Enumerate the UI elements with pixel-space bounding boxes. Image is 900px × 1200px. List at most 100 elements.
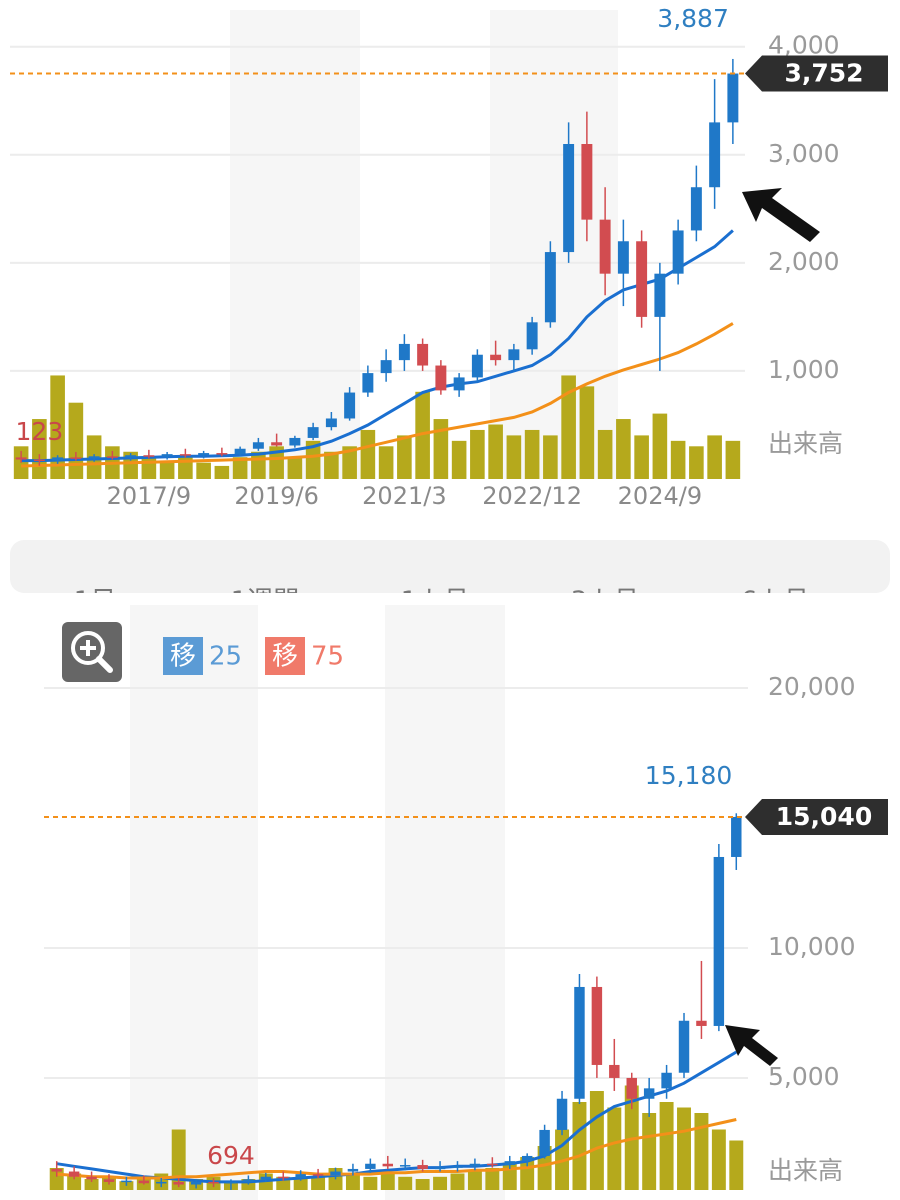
candle-body xyxy=(208,1181,219,1184)
candle-body xyxy=(556,1098,568,1130)
volume-bar xyxy=(67,1173,82,1190)
candle-body xyxy=(68,1171,80,1177)
min-label: 123 xyxy=(16,417,64,446)
candle-body xyxy=(70,457,82,459)
tab-label[interactable]: 1カ月 xyxy=(401,587,470,617)
candle-body xyxy=(52,457,64,461)
volume-bar xyxy=(543,435,558,479)
candle-body xyxy=(234,448,246,455)
volume-bar xyxy=(141,457,157,479)
candle-body xyxy=(626,1077,637,1099)
volume-bar xyxy=(488,424,503,479)
zoom-button[interactable] xyxy=(62,622,122,682)
volume-bar xyxy=(397,435,412,479)
volume-bar xyxy=(450,1173,465,1190)
tab-bar[interactable] xyxy=(10,540,890,593)
price-tag xyxy=(745,55,888,92)
candle-body xyxy=(344,392,356,419)
candle-body xyxy=(591,986,603,1065)
y-tick-label: 4,000 xyxy=(768,31,840,60)
y-tick-label: 3,000 xyxy=(768,139,840,168)
volume-bar xyxy=(485,1168,500,1190)
volume-bar xyxy=(694,1113,709,1190)
volume-bar xyxy=(293,1179,308,1190)
volume-bar xyxy=(398,1176,413,1190)
tab-label[interactable]: 3カ月 xyxy=(571,587,640,617)
candle-body xyxy=(307,427,319,438)
tab-label[interactable]: 1週間 xyxy=(231,587,300,617)
min-label: 694 xyxy=(207,1141,255,1170)
candle-body xyxy=(434,1167,446,1170)
candle-body xyxy=(216,453,228,455)
volume-bar xyxy=(607,1107,622,1190)
candle-body xyxy=(190,1181,202,1185)
arrow-annotation xyxy=(725,188,820,1066)
period-band xyxy=(490,10,618,479)
candle-body xyxy=(471,354,483,378)
volume-bar xyxy=(196,462,211,479)
tab-label[interactable]: 6カ月 xyxy=(741,587,810,617)
period-band xyxy=(230,10,360,479)
legend-badge xyxy=(163,637,203,675)
candle-body xyxy=(161,454,173,457)
volume-bar xyxy=(597,429,613,479)
candle-body xyxy=(347,1168,359,1172)
candle-body xyxy=(398,343,410,361)
candle-body xyxy=(539,1129,550,1156)
tab-label[interactable]: 1日 xyxy=(74,587,117,617)
candle-body xyxy=(33,459,45,462)
candle-body xyxy=(252,442,264,449)
candle-body xyxy=(243,1179,254,1182)
volume-bar xyxy=(572,1102,587,1190)
volume-bar xyxy=(729,1140,744,1190)
volume-bar xyxy=(506,435,522,479)
candle-body xyxy=(125,455,137,458)
candle-body xyxy=(289,437,301,446)
volume-bar xyxy=(287,457,303,479)
volume-bar xyxy=(68,402,84,479)
volume-bar xyxy=(634,435,649,479)
candle-body xyxy=(173,1181,184,1185)
candle-body xyxy=(727,73,739,123)
volume-bar xyxy=(232,457,248,479)
candle-body xyxy=(365,1163,376,1169)
volume-bar xyxy=(677,1107,691,1190)
candle-body xyxy=(617,241,629,274)
period-band xyxy=(385,605,505,1200)
volume-bar xyxy=(159,462,175,479)
x-tick-label: 2024/9 xyxy=(618,482,702,510)
volume-bar xyxy=(214,465,230,479)
max-label: 15,180 xyxy=(645,761,732,790)
volume-bar xyxy=(415,391,430,479)
volume-bar xyxy=(324,451,339,479)
legend-label: 75 xyxy=(311,642,344,672)
volume-bar xyxy=(415,1179,430,1190)
volume-bar xyxy=(520,1157,535,1190)
candle-body xyxy=(563,144,575,253)
legend-badge xyxy=(265,637,305,675)
candle-body xyxy=(690,187,702,231)
candle-body xyxy=(661,1072,672,1089)
x-tick-label: 2019/6 xyxy=(234,482,318,510)
max-label: 3,887 xyxy=(657,4,729,33)
candle-body xyxy=(225,1181,237,1184)
candle-body xyxy=(453,377,465,391)
volume-bar xyxy=(269,446,284,479)
candle-body xyxy=(654,273,666,317)
candle-body xyxy=(643,1088,655,1099)
volume-bar xyxy=(84,1179,99,1190)
volume-bar xyxy=(380,1173,395,1190)
candle-body xyxy=(103,1179,115,1182)
candle-body xyxy=(330,1171,341,1176)
candle-body xyxy=(179,454,191,456)
candle-body xyxy=(15,457,27,460)
candle-body xyxy=(271,442,283,446)
candle-body xyxy=(121,1180,132,1183)
chart-top: 1,000 2,000 3,000 4,000 出来高 2017/9 2019/6 2021/… xyxy=(10,4,888,510)
volume-bar xyxy=(707,435,722,479)
volume-bar xyxy=(524,429,540,479)
candle-body xyxy=(260,1176,272,1180)
y-tick-label: 1,000 xyxy=(768,355,840,384)
